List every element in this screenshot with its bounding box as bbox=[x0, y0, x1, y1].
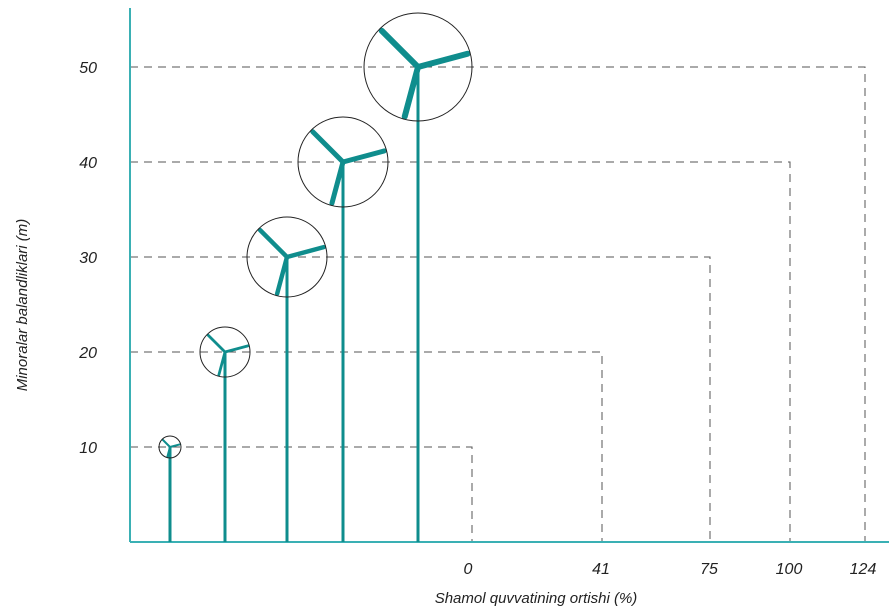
x-tick-label-100: 100 bbox=[776, 561, 803, 578]
turbine-blade-30m-1 bbox=[284, 244, 326, 260]
guide-line-30m bbox=[130, 256, 711, 542]
dashed-guide-lines bbox=[130, 66, 866, 542]
x-axis-title: Shamol quvvatining ortishi (%) bbox=[435, 590, 638, 607]
y-tick-label-10: 10 bbox=[79, 440, 97, 457]
turbine-blade-50m-1 bbox=[415, 50, 471, 70]
turbine-rotor-40m bbox=[297, 116, 389, 208]
turbine-blade-40m-1 bbox=[340, 148, 387, 165]
guide-line-10m bbox=[130, 446, 473, 542]
turbine-rotor-50m bbox=[363, 12, 473, 122]
turbine-blade-20m-1 bbox=[223, 344, 250, 354]
x-tick-label-75: 75 bbox=[700, 561, 718, 578]
turbine-blade-20m-3 bbox=[206, 333, 227, 354]
turbine-blade-10m-3 bbox=[161, 438, 171, 448]
x-tick-label-41: 41 bbox=[592, 561, 610, 578]
turbine-blade-30m-2 bbox=[274, 254, 290, 296]
turbine-rotor-30m bbox=[246, 216, 328, 298]
turbine-blade-10m-1 bbox=[169, 443, 182, 448]
y-axis-title: Minoralar balandliklari (m) bbox=[14, 219, 31, 392]
y-tick-label-40: 40 bbox=[79, 155, 97, 172]
guide-line-40m bbox=[130, 161, 791, 542]
turbine-blade-40m-3 bbox=[310, 129, 346, 165]
turbine-blade-30m-3 bbox=[257, 227, 290, 260]
turbine-blade-20m-2 bbox=[217, 350, 227, 377]
x-tick-label-0: 0 bbox=[464, 561, 473, 578]
y-tick-label-20: 20 bbox=[78, 345, 97, 362]
turbine-blade-40m-2 bbox=[329, 159, 346, 206]
wind-turbines bbox=[158, 12, 473, 542]
y-tick-label-30: 30 bbox=[79, 250, 97, 267]
turbine-blade-50m-2 bbox=[401, 64, 421, 120]
turbine-rotor-20m bbox=[199, 326, 251, 378]
x-tick-label-124: 124 bbox=[850, 561, 877, 578]
y-tick-label-50: 50 bbox=[79, 60, 97, 77]
turbine-rotor-10m bbox=[158, 435, 182, 459]
turbine-blade-50m-3 bbox=[378, 27, 421, 70]
guide-line-50m bbox=[130, 66, 866, 542]
axes bbox=[129, 8, 889, 543]
turbine-blade-10m-2 bbox=[166, 446, 171, 459]
